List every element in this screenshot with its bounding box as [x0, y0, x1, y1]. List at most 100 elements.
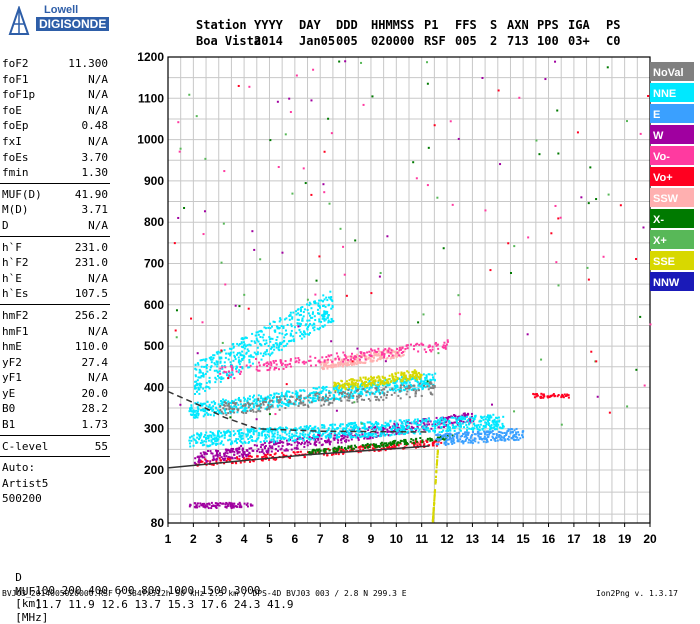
echo-point	[335, 447, 338, 450]
echo-point	[362, 382, 365, 385]
echo-point	[297, 312, 300, 315]
echo-point	[286, 395, 289, 398]
echo-point	[345, 423, 348, 426]
echo-point	[326, 366, 329, 369]
echo-point	[197, 455, 200, 458]
echo-point	[403, 432, 406, 435]
echo-point	[356, 360, 359, 363]
echo-point	[360, 356, 363, 359]
header-label-5: P1	[424, 18, 439, 32]
noise-point	[183, 206, 186, 209]
echo-point	[189, 503, 192, 506]
echo-point	[338, 391, 341, 394]
echo-point	[490, 424, 493, 427]
noise-point	[362, 103, 365, 106]
echo-point	[247, 403, 250, 406]
echo-point	[255, 400, 258, 403]
echo-point	[320, 390, 323, 393]
echo-point	[458, 416, 461, 419]
echo-point	[484, 437, 487, 440]
echo-point	[256, 403, 259, 406]
echo-point	[456, 440, 459, 443]
echo-point	[231, 506, 234, 509]
param-row: M(D) 3.71	[0, 202, 112, 218]
echo-point	[230, 447, 233, 450]
echo-point	[314, 387, 317, 390]
noise-point	[288, 97, 291, 100]
echo-point	[402, 428, 405, 431]
echo-point	[361, 426, 364, 429]
echo-point	[417, 424, 420, 427]
noise-point	[174, 329, 177, 332]
echo-point	[289, 362, 292, 365]
echo-point	[459, 425, 462, 428]
distance-value: 100	[15, 584, 55, 597]
noise-point	[253, 248, 256, 251]
echo-point	[331, 427, 334, 430]
echo-point	[462, 420, 465, 423]
echo-point	[448, 426, 451, 429]
echo-point	[322, 453, 325, 456]
echo-point	[202, 451, 205, 454]
echo-point	[204, 372, 207, 375]
echo-point	[299, 335, 302, 338]
echo-point	[284, 449, 287, 452]
echo-point	[275, 363, 278, 366]
noise-point	[330, 132, 333, 135]
echo-point	[223, 401, 226, 404]
echo-point	[552, 393, 555, 396]
echo-point	[396, 442, 399, 445]
echo-point	[267, 428, 270, 431]
echo-point	[494, 428, 497, 431]
y-tick-label: 600	[144, 298, 164, 312]
echo-point	[210, 507, 213, 510]
echo-point	[437, 438, 440, 441]
echo-point	[403, 381, 406, 384]
echo-point	[450, 441, 453, 444]
echo-point	[364, 385, 367, 388]
echo-point	[250, 439, 253, 442]
echo-point	[194, 384, 197, 387]
echo-point	[423, 384, 426, 387]
echo-point	[434, 482, 437, 485]
echo-point	[500, 439, 503, 442]
echo-point	[349, 431, 352, 434]
echo-point	[425, 375, 428, 378]
echo-point	[348, 355, 351, 358]
echo-point	[275, 448, 278, 451]
echo-point	[473, 439, 476, 442]
echo-point	[369, 354, 372, 357]
noise-point	[220, 261, 223, 264]
noise-point	[353, 401, 356, 404]
x-tick-label: 9	[368, 532, 375, 546]
echo-point	[495, 425, 498, 428]
echo-point	[234, 439, 237, 442]
echo-point	[496, 439, 499, 442]
legend-label: Vo-	[653, 151, 670, 163]
echo-point	[355, 424, 358, 427]
echo-point	[207, 439, 210, 442]
echo-point	[193, 438, 196, 441]
echo-point	[387, 382, 390, 385]
echo-point	[358, 358, 361, 361]
trace-e-tail	[435, 427, 525, 446]
echo-point	[353, 355, 356, 358]
echo-point	[317, 427, 320, 430]
echo-point	[323, 425, 326, 428]
echo-point	[333, 394, 336, 397]
echo-point	[249, 460, 252, 463]
echo-point	[297, 404, 300, 407]
noise-point	[555, 261, 558, 264]
echo-point	[241, 434, 244, 437]
echo-point	[252, 394, 255, 397]
echo-point	[242, 456, 245, 459]
echo-point	[330, 307, 333, 310]
echo-point	[419, 381, 422, 384]
echo-point	[418, 376, 421, 379]
echo-point	[430, 438, 433, 441]
echo-point	[309, 396, 312, 399]
echo-point	[217, 438, 220, 441]
noise-point	[509, 271, 512, 274]
echo-point	[255, 337, 258, 340]
echo-point	[239, 406, 242, 409]
